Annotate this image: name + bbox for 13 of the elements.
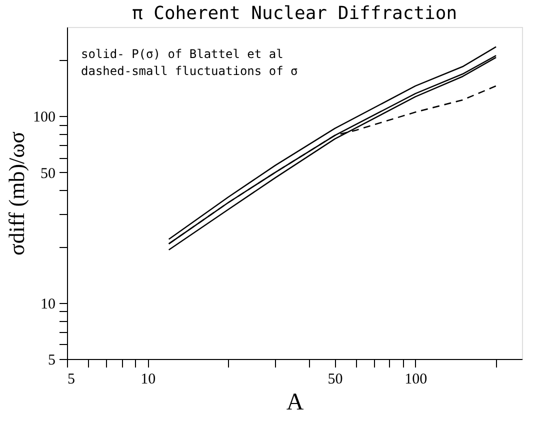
x-tick-label: 5 bbox=[68, 372, 75, 388]
y-tick-label: 50 bbox=[40, 166, 56, 182]
x-tick-label: 100 bbox=[404, 372, 428, 388]
x-tick-label: 50 bbox=[328, 372, 343, 388]
x-axis-title: A bbox=[286, 390, 304, 416]
y-axis-title: σdiff (mb)/ωσ bbox=[4, 131, 29, 256]
annotation: solid- P(σ) of Blattel et al bbox=[81, 47, 284, 61]
x-tick-label: 10 bbox=[140, 372, 156, 388]
y-tick-label: 5 bbox=[48, 352, 56, 368]
y-tick-label: 100 bbox=[33, 110, 56, 126]
y-tick-label: 10 bbox=[40, 296, 56, 312]
chart-title: π Coherent Nuclear Diffraction bbox=[132, 3, 458, 24]
annotation: dashed-small fluctuations of σ bbox=[81, 64, 298, 78]
